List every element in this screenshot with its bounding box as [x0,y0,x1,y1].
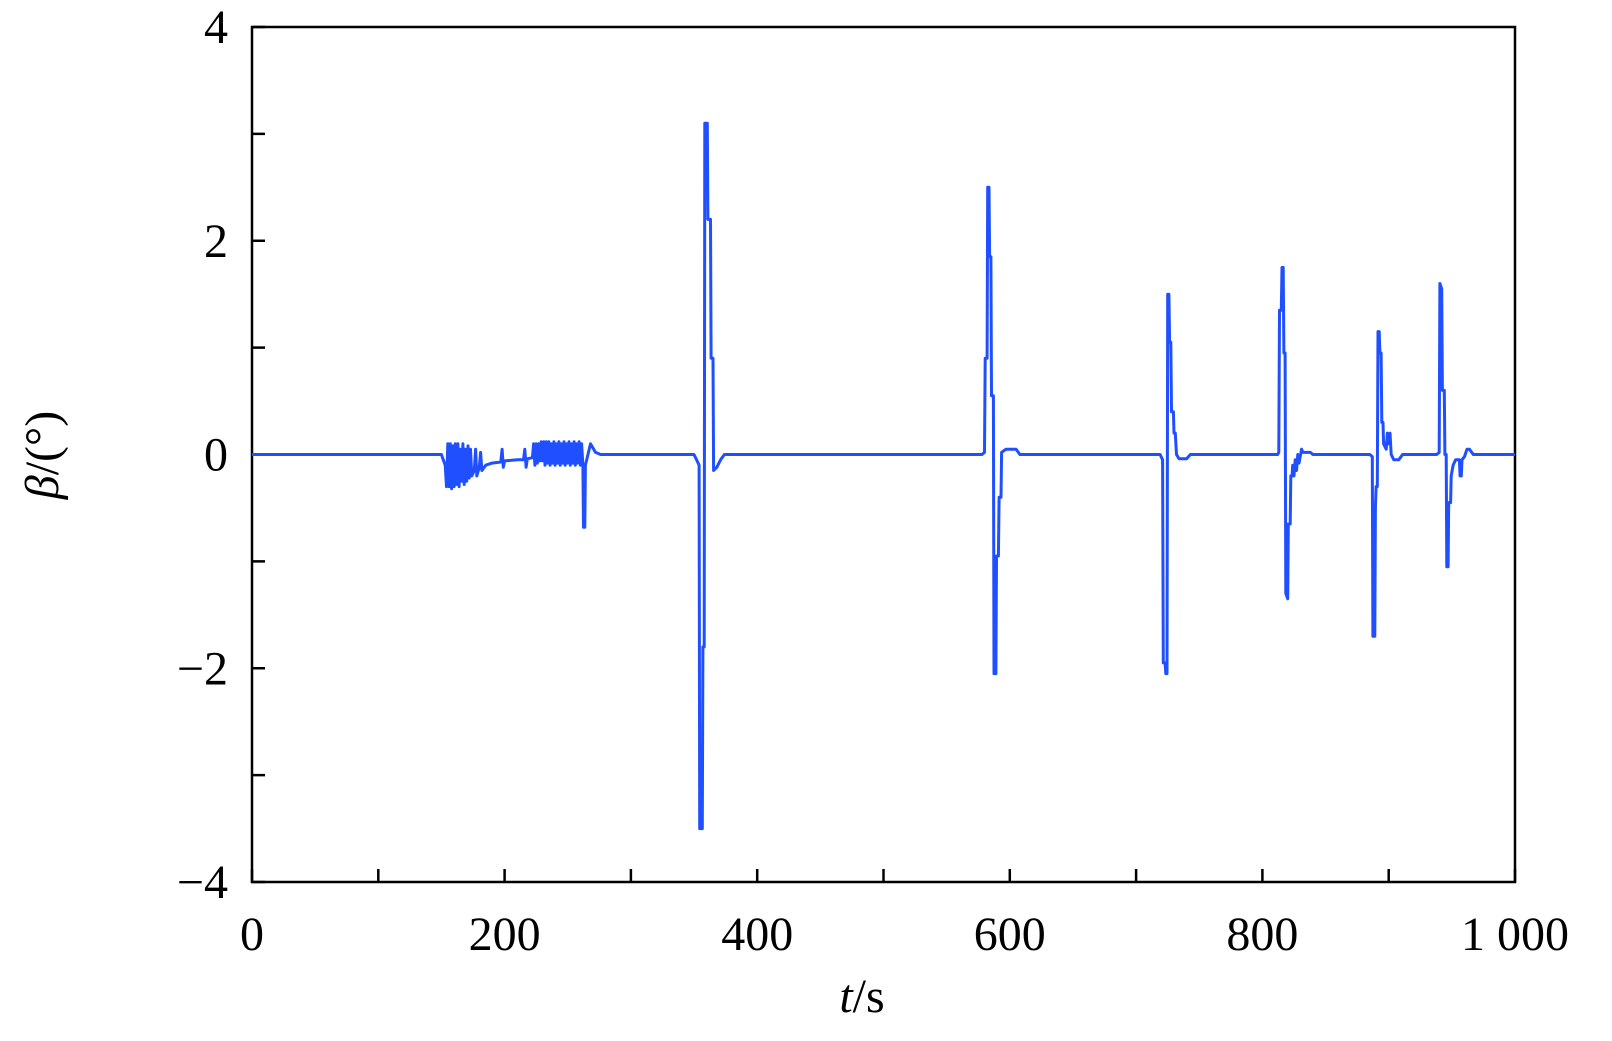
tick-labels: 0 200 400 600 800 1 000 4 2 0 −2 −4 [177,1,1569,961]
x-tick-label: 800 [1226,908,1298,961]
series-line-beta [252,121,1515,831]
y-axis-label-italic: β [16,475,69,500]
y-tick-label: −4 [177,856,228,909]
x-axis-label-italic: t [839,970,854,1023]
axis-ticks [250,25,1517,884]
x-axis-label: t/s [839,970,884,1023]
y-tick-label: −2 [177,642,228,695]
x-tick-label: 1 000 [1461,908,1569,961]
x-tick-label: 0 [240,908,264,961]
y-axis-label-unit: /(°) [16,411,69,476]
y-axis-label: β/(°) [16,411,69,500]
x-tick-label: 400 [721,908,793,961]
x-axis-label-unit: /s [853,970,885,1023]
y-tick-label: 0 [204,429,228,482]
x-tick-label: 600 [974,908,1046,961]
y-tick-label: 2 [204,215,228,268]
y-tick-label: 4 [204,1,228,54]
x-tick-label: 200 [469,908,541,961]
